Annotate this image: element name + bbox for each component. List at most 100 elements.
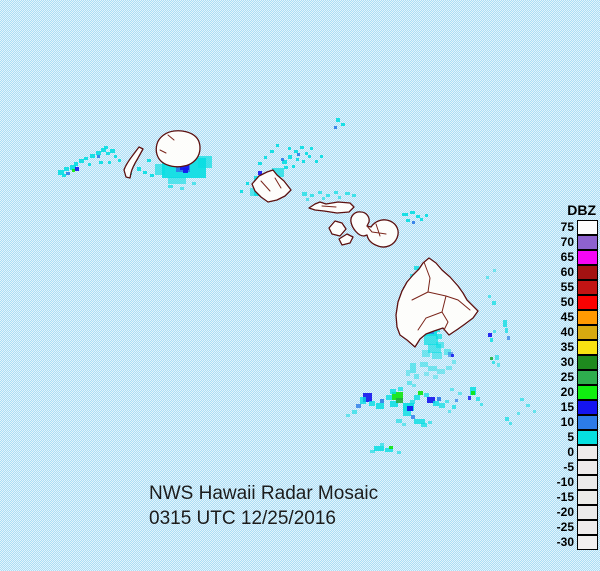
radar-echo <box>74 162 78 166</box>
legend-swatch <box>577 235 598 250</box>
legend-label: 45 <box>560 310 574 324</box>
caption-line1: NWS Hawaii Radar Mosaic <box>149 483 379 504</box>
radar-echo <box>101 148 106 152</box>
island-kauai <box>155 130 201 168</box>
legend-swatch <box>577 400 598 415</box>
radar-echo <box>66 172 70 175</box>
legend-swatch <box>577 475 598 490</box>
radar-echo <box>433 375 438 379</box>
radar-echo <box>106 152 110 155</box>
legend-row: 45 <box>545 310 598 325</box>
radar-echo <box>458 392 462 395</box>
radar-echo <box>411 415 415 419</box>
radar-echo <box>503 320 507 327</box>
radar-echo <box>428 344 441 353</box>
radar-echo <box>258 171 262 175</box>
legend-swatch <box>577 505 598 520</box>
radar-echo <box>99 161 103 164</box>
legend-row: 65 <box>545 250 598 265</box>
radar-echo <box>108 161 111 164</box>
legend-label: -30 <box>556 535 574 549</box>
radar-echo <box>436 334 442 339</box>
radar-echo <box>533 410 536 413</box>
radar-echo <box>507 336 510 340</box>
molokai-interior-line <box>321 205 337 208</box>
legend-row: 55 <box>545 280 598 295</box>
legend-row: 15 <box>545 400 598 415</box>
radar-echo <box>420 362 428 367</box>
legend-label: 35 <box>560 340 574 354</box>
radar-echo <box>147 159 151 162</box>
radar-echo <box>198 156 212 168</box>
island-hawaii <box>395 257 479 348</box>
radar-echo <box>183 168 188 173</box>
legend-label: 20 <box>560 385 574 399</box>
radar-echo <box>410 400 415 404</box>
legend-swatch <box>577 385 598 400</box>
radar-echo <box>432 352 442 359</box>
radar-echo <box>352 410 357 414</box>
radar-echo <box>336 118 340 122</box>
radar-echo <box>137 167 141 171</box>
radar-echo <box>305 152 308 155</box>
radar-echo <box>64 167 69 171</box>
radar-echo <box>352 194 356 197</box>
legend-row: -25 <box>545 520 598 535</box>
radar-echo <box>84 157 88 160</box>
legend-label: 15 <box>560 400 574 414</box>
radar-echo <box>448 352 453 357</box>
legend-swatch <box>577 265 598 280</box>
radar-echo <box>492 301 496 305</box>
radar-echo <box>302 160 305 163</box>
radar-echo <box>374 446 384 451</box>
radar-echo <box>390 401 398 407</box>
legend-label: 50 <box>560 295 574 309</box>
radar-echo <box>445 400 449 403</box>
radar-echo <box>88 163 91 166</box>
legend-swatch <box>577 415 598 430</box>
legend-row: -30 <box>545 535 598 550</box>
radar-echo <box>341 123 345 126</box>
radar-echo <box>306 198 309 201</box>
radar-echo <box>410 274 413 277</box>
radar-echo <box>104 146 108 149</box>
radar-echo <box>281 158 284 161</box>
radar-echo <box>416 215 420 218</box>
radar-echo <box>310 147 313 150</box>
kauai-interior-line <box>159 134 175 154</box>
radar-echo <box>410 211 415 214</box>
radar-echo <box>392 392 403 400</box>
radar-echo <box>114 155 117 158</box>
legend-label: 70 <box>560 235 574 249</box>
legend-row: 60 <box>545 265 598 280</box>
radar-echo <box>380 399 384 403</box>
radar-echo <box>452 405 456 409</box>
legend-row: 30 <box>545 355 598 370</box>
radar-echo <box>480 403 483 406</box>
radar-echo <box>284 166 288 169</box>
radar-echo <box>437 397 441 401</box>
legend-label: 75 <box>560 220 574 234</box>
radar-echo <box>308 155 311 158</box>
radar-echo <box>258 162 262 165</box>
oahu-interior-line <box>260 177 282 192</box>
radar-echo <box>428 366 437 371</box>
radar-echo <box>315 160 318 163</box>
radar-echo <box>407 381 412 385</box>
radar-echo <box>288 147 291 150</box>
legend-rows: 75 70 65 60 55 50 45 40 35 30 25 20 15 10 5 0 -5 -10 -15 -2… <box>545 220 598 550</box>
radar-echo <box>360 397 366 404</box>
radar-echo <box>410 363 416 373</box>
radar-echo <box>90 154 95 158</box>
island-maui <box>350 211 399 248</box>
legend-swatch <box>577 310 598 325</box>
legend-swatch <box>577 460 598 475</box>
radar-echo <box>346 414 350 417</box>
islands <box>123 130 479 348</box>
legend-row: 20 <box>545 385 598 400</box>
radar-echo <box>389 446 393 449</box>
caption: NWS Hawaii Radar Mosaic 0315 UTC 12/25/2… <box>149 481 378 531</box>
legend-row: 25 <box>545 370 598 385</box>
legend-label: -25 <box>556 520 574 534</box>
radar-echo <box>369 401 375 406</box>
